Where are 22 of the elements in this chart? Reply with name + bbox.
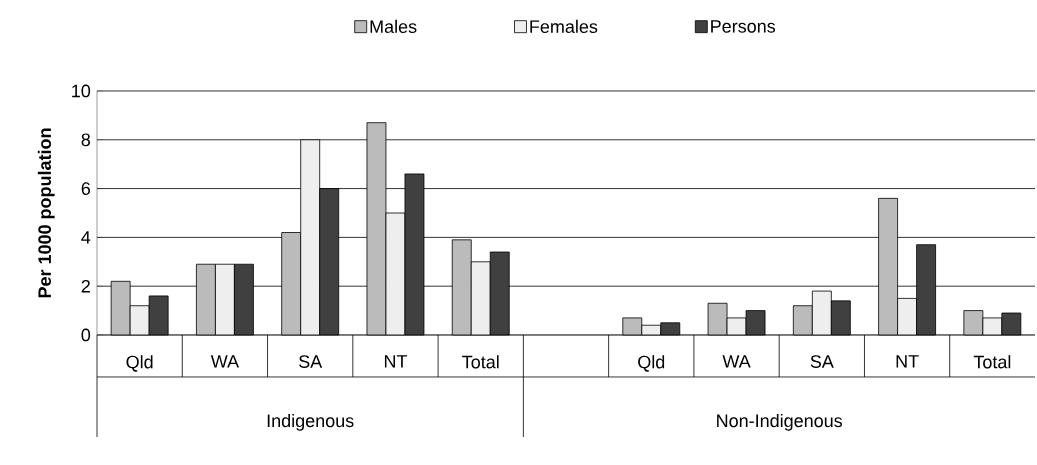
- y-tick-label: 10: [72, 84, 91, 98]
- x-tick-label: Qld: [638, 355, 665, 372]
- text: Non-Indigenous: [717, 413, 843, 431]
- legend-label: Males: [370, 19, 417, 34]
- y-axis-title: Per 1000 population: [37, 128, 55, 298]
- legend-label: Persons: [711, 20, 776, 33]
- x-tick-label: SA: [299, 355, 323, 368]
- text: Indigenous: [267, 413, 354, 431]
- x-tick-label: Qld: [126, 355, 153, 372]
- x-tick-label: WA: [210, 355, 240, 368]
- x-tick-label: WA: [722, 355, 751, 368]
- x-tick-label: Total: [462, 355, 499, 369]
- y-tick-label: 6: [81, 182, 91, 195]
- legend-label: Females: [530, 19, 598, 34]
- x-tick-label: Total: [973, 355, 1011, 369]
- y-tick-label: 0: [81, 328, 91, 342]
- x-tick-label: NT: [384, 355, 408, 368]
- x-tick-label: NT: [896, 355, 919, 368]
- y-tick-label: 2: [81, 279, 90, 293]
- y-tick-label: 4: [81, 231, 91, 244]
- x-tick-label: SA: [810, 355, 834, 368]
- y-tick-label: 8: [81, 133, 91, 147]
